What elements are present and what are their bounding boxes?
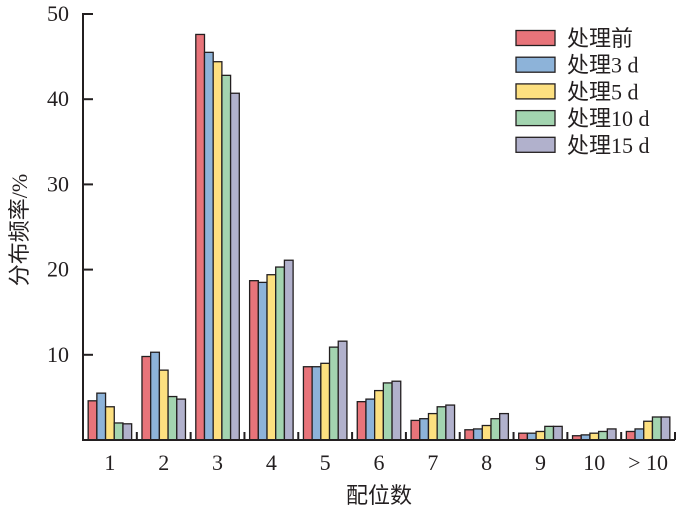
legend-label: 处理前 bbox=[567, 26, 633, 51]
bar-1-4 bbox=[248, 280, 259, 441]
x-tick-label: > 10 bbox=[628, 450, 668, 475]
bar-1-7 bbox=[410, 419, 421, 441]
bar-2-11 bbox=[634, 428, 645, 441]
bar-4-8 bbox=[490, 418, 501, 441]
bar-3-4 bbox=[266, 274, 277, 441]
bar-5-4 bbox=[283, 259, 294, 441]
legend-label: 处理10 d bbox=[567, 106, 650, 131]
bar-2-1 bbox=[96, 392, 107, 441]
bar-4-2 bbox=[167, 395, 178, 441]
bar-1-8 bbox=[464, 429, 475, 441]
bar-3-1 bbox=[104, 406, 115, 441]
bar-4-7 bbox=[436, 406, 447, 441]
legend-swatch bbox=[515, 83, 556, 100]
bar-2-5 bbox=[311, 366, 322, 441]
legend-label: 处理3 d bbox=[567, 53, 639, 78]
legend-swatch bbox=[515, 29, 556, 47]
bar-2-2 bbox=[150, 351, 161, 441]
bar-5-6 bbox=[391, 380, 402, 441]
y-tick-label: 10 bbox=[47, 342, 69, 367]
y-axis-title: 分布频率/% bbox=[7, 174, 32, 286]
bar-4-6 bbox=[382, 382, 393, 441]
x-tick-label: 5 bbox=[320, 450, 331, 475]
bar-2-4 bbox=[257, 281, 268, 441]
bar-1-5 bbox=[302, 366, 313, 441]
bar-5-2 bbox=[176, 398, 187, 441]
legend-swatch bbox=[515, 56, 556, 73]
bar-4-3 bbox=[221, 74, 232, 441]
bar-1-2 bbox=[141, 355, 152, 441]
y-tick-label: 30 bbox=[47, 171, 69, 196]
bar-4-11 bbox=[651, 416, 662, 441]
bar-4-9 bbox=[544, 425, 555, 441]
y-tick-label: 40 bbox=[47, 86, 69, 111]
bar-3-10 bbox=[589, 432, 600, 441]
bar-5-11 bbox=[660, 416, 671, 441]
bar-4-5 bbox=[328, 346, 339, 441]
y-tick-label: 50 bbox=[47, 1, 69, 26]
bar-2-7 bbox=[419, 418, 430, 441]
bar-3-11 bbox=[643, 420, 654, 441]
x-tick-label: 7 bbox=[427, 450, 438, 475]
bar-2-3 bbox=[203, 51, 214, 441]
x-tick-label: 3 bbox=[212, 450, 223, 475]
bar-5-7 bbox=[445, 404, 456, 441]
bar-3-2 bbox=[158, 369, 169, 441]
x-tick-label: 4 bbox=[266, 450, 277, 475]
bar-4-10 bbox=[597, 430, 608, 441]
bar-4-1 bbox=[113, 422, 124, 441]
bar-3-7 bbox=[427, 412, 438, 441]
bar-2-6 bbox=[365, 398, 376, 441]
bar-1-6 bbox=[356, 401, 367, 441]
bar-5-3 bbox=[229, 92, 240, 441]
x-axis-title: 配位数 bbox=[346, 483, 412, 508]
bar-5-10 bbox=[606, 428, 617, 441]
bar-3-8 bbox=[481, 424, 492, 441]
bar-5-8 bbox=[499, 412, 510, 441]
y-tick-label: 20 bbox=[47, 257, 69, 282]
bar-3-9 bbox=[535, 430, 546, 441]
bar-5-1 bbox=[122, 423, 133, 441]
legend-label: 处理5 d bbox=[567, 79, 639, 104]
x-tick-label: 8 bbox=[481, 450, 492, 475]
x-tick-label: 10 bbox=[583, 450, 605, 475]
bar-1-9 bbox=[518, 432, 529, 441]
bar-5-5 bbox=[337, 340, 348, 441]
legend-swatch bbox=[515, 109, 556, 127]
bar-3-3 bbox=[212, 61, 223, 441]
bar-4-4 bbox=[275, 266, 286, 441]
bar-3-5 bbox=[320, 362, 331, 441]
bar-3-6 bbox=[373, 389, 384, 441]
legend-swatch bbox=[515, 136, 556, 153]
bar-2-8 bbox=[472, 428, 483, 441]
legend-label: 处理15 d bbox=[567, 133, 650, 158]
x-tick-label: 6 bbox=[374, 450, 385, 475]
x-tick-label: 9 bbox=[535, 450, 546, 475]
bar-1-11 bbox=[625, 430, 636, 441]
bar-5-9 bbox=[552, 425, 563, 441]
bar-1-3 bbox=[195, 33, 206, 441]
axes-layer: 10 20 30 40 50 1 2 3 4 5 6 7 8 9 10 > 10 bbox=[47, 1, 676, 475]
x-tick-label: 2 bbox=[158, 450, 169, 475]
bars-layer bbox=[87, 33, 671, 441]
x-tick-label: 1 bbox=[104, 450, 115, 475]
bar-2-9 bbox=[526, 432, 537, 441]
bar-1-1 bbox=[87, 400, 98, 441]
